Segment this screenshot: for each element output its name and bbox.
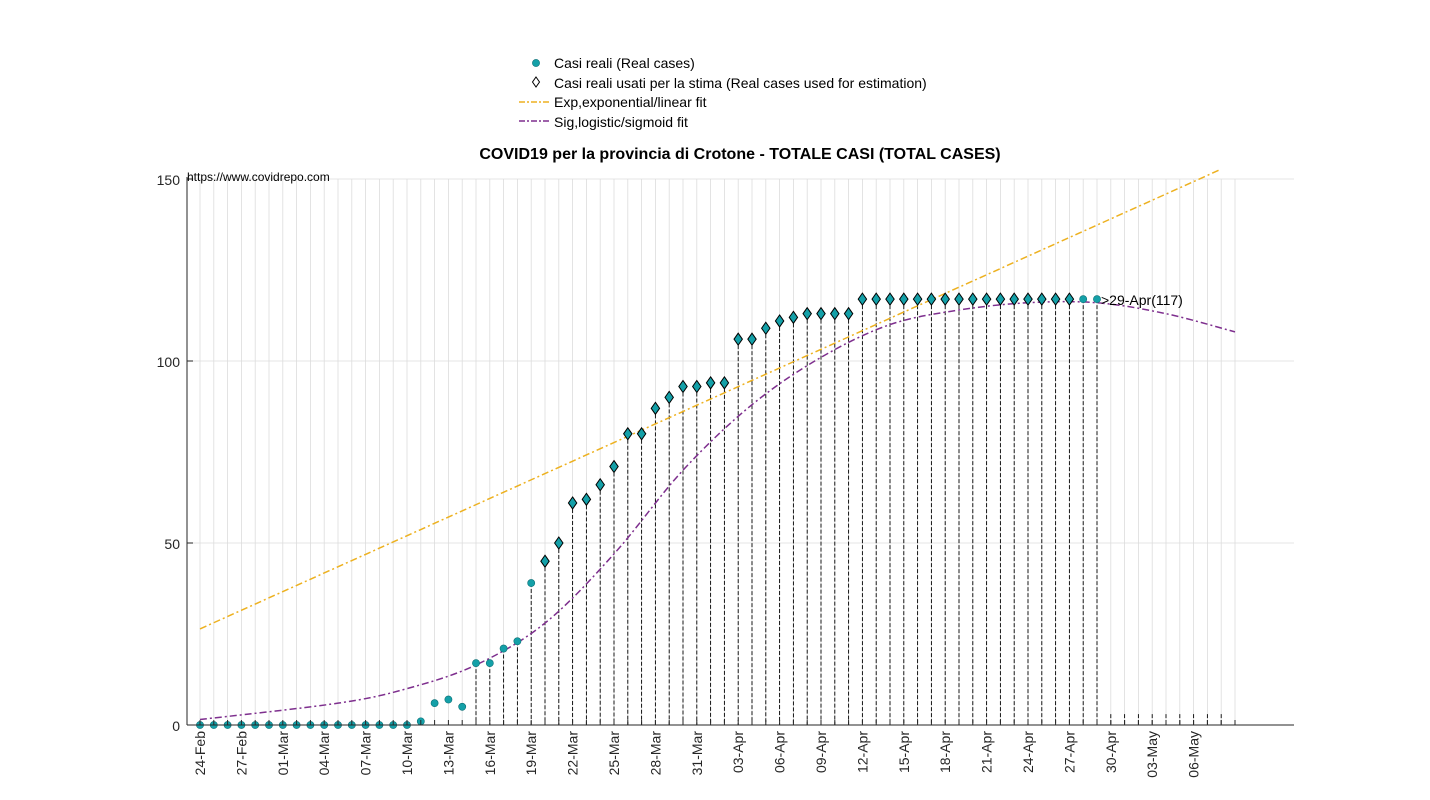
x-tick-label: 31-Mar (689, 731, 705, 776)
x-tick-label: 30-Apr (1103, 731, 1119, 773)
grid (187, 178, 1294, 726)
data-point-estimation (816, 306, 826, 321)
last-value-annotation: >29-Apr(117) (1101, 292, 1183, 308)
data-point-estimation (1064, 292, 1075, 306)
data-point-estimation (995, 292, 1006, 306)
legend-item-linear-fit: Exp,exponential/linear fit (519, 94, 707, 110)
data-point-estimation (940, 292, 951, 306)
x-tick-label: 03-May (1144, 731, 1160, 778)
axes: 0 50 100 150 24-Feb 27-Feb 01-Mar 04-Mar 07-Mar 1… (157, 172, 1294, 778)
data-point-estimation (650, 401, 661, 416)
data-point-estimation (1050, 292, 1061, 306)
data-point (1079, 295, 1088, 304)
data-point-estimation (678, 379, 688, 394)
sigmoid-fit-line (199, 300, 1236, 721)
legend-label-linear-fit: Exp,exponential/linear fit (554, 94, 707, 110)
x-tick-label: 10-Mar (399, 731, 415, 776)
data-point-estimation (622, 426, 633, 441)
x-tick-label: 24-Feb (192, 731, 208, 776)
x-tick-label: 12-Apr (854, 731, 870, 773)
data-point (485, 659, 494, 668)
x-tick-label: 21-Apr (979, 731, 995, 773)
data-point-estimation (719, 375, 730, 390)
linear-fit-line (199, 168, 1222, 630)
data-point (472, 659, 480, 668)
x-tick-label: 22-Mar (565, 731, 581, 776)
data-point-estimation (691, 379, 702, 394)
y-tick-label: 100 (157, 354, 181, 370)
x-tick-label: 06-Apr (772, 731, 788, 773)
data-point-estimation (885, 292, 895, 306)
y-tick-label: 50 (164, 536, 180, 552)
data-point-estimation (926, 292, 937, 306)
legend-item-real-cases: Casi reali (Real cases) (532, 55, 695, 71)
data-point-estimation (954, 292, 964, 306)
legend-dot-marker (532, 59, 540, 67)
x-tick-label: 15-Apr (896, 731, 912, 773)
x-tick-label: 28-Mar (647, 731, 663, 776)
legend-label-estimation-cases: Casi reali usati per la stima (Real case… (554, 75, 927, 91)
data-point (430, 699, 439, 708)
stems (475, 299, 1222, 725)
chart-title: COVID19 per la provincia di Crotone - TO… (479, 146, 1000, 163)
data-point (499, 644, 508, 653)
data-point-estimation (540, 554, 550, 569)
data-point-estimation (981, 292, 992, 306)
data-point-estimation (636, 426, 647, 441)
data-point-estimation (857, 292, 868, 306)
x-tick-label: 27-Feb (233, 731, 249, 776)
legend-label-sigmoid-fit: Sig,logistic/sigmoid fit (554, 114, 688, 130)
x-tick-label: 27-Apr (1061, 731, 1077, 773)
data-point (1093, 295, 1101, 304)
legend: Casi reali (Real cases) Casi reali usati… (519, 55, 927, 130)
x-tick-label: 13-Mar (440, 731, 456, 776)
data-point-estimation (829, 306, 840, 321)
data-point-estimation (967, 292, 978, 306)
legend-item-sigmoid-fit: Sig,logistic/sigmoid fit (519, 114, 688, 130)
x-tick-label: 18-Apr (937, 731, 953, 773)
data-point-estimation (747, 332, 757, 347)
data-point-estimation (567, 496, 578, 510)
data-point-estimation (1009, 292, 1020, 306)
x-tick-label: 01-Mar (275, 731, 291, 776)
legend-label-real-cases: Casi reali (Real cases) (554, 55, 695, 71)
legend-item-estimation-cases: Casi reali usati per la stima (Real case… (531, 75, 927, 91)
data-point-estimation (1036, 292, 1047, 306)
x-tick-label: 24-Apr (1020, 731, 1036, 773)
data-point (527, 579, 536, 587)
data-point-estimation (664, 390, 675, 405)
x-tick-label: 25-Mar (606, 731, 622, 776)
data-point-estimation (871, 292, 882, 306)
data-point (513, 637, 522, 646)
data-point-estimation (912, 292, 923, 306)
data-point-estimation (898, 292, 909, 306)
data-point-estimation (774, 314, 785, 328)
x-tick-label: 09-Apr (813, 731, 829, 773)
data-point-estimation (1023, 292, 1033, 306)
data-point-estimation (843, 306, 854, 321)
data-point-estimation (760, 321, 771, 336)
data-point-estimation (553, 536, 564, 550)
x-tick-label: 07-Mar (358, 731, 374, 776)
data-point (444, 695, 453, 704)
data-point-estimation (705, 375, 716, 390)
x-tick-label: 04-Mar (316, 731, 332, 776)
data-point-estimation (595, 477, 606, 492)
data-point-estimation (802, 306, 813, 321)
y-tick-label: 150 (157, 172, 181, 188)
legend-diamond-marker (531, 76, 541, 88)
data-point-estimation (609, 459, 619, 474)
x-tick-label: 16-Mar (482, 731, 498, 776)
x-tick-label: 03-Apr (730, 731, 746, 773)
data-point-estimation (788, 310, 799, 325)
data-point-estimation (581, 492, 592, 507)
x-tick-label: 06-May (1186, 731, 1202, 778)
data-point (458, 702, 467, 711)
y-tick-label: 0 (172, 718, 180, 734)
x-tick-label: 19-Mar (523, 731, 539, 776)
data-point-estimation (733, 332, 744, 347)
source-url: https://www.covidrepo.com (187, 170, 330, 184)
